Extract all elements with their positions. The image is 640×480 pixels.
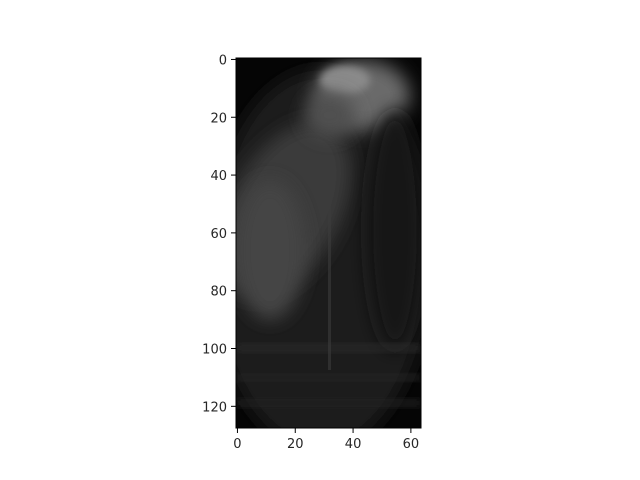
- y-tick-label: 0: [219, 53, 227, 68]
- y-tick-label: 40: [210, 169, 227, 184]
- heatmap-image: [192, 58, 430, 450]
- y-tick-label: 60: [210, 227, 227, 242]
- y-tick-label: 120: [202, 400, 227, 415]
- x-tick-label: 20: [287, 437, 304, 452]
- x-tick-label: 0: [233, 437, 241, 452]
- x-tick-label: 40: [345, 437, 362, 452]
- y-axis: 0 20 40 60 80 100 120: [202, 53, 236, 415]
- x-tick-label: 60: [403, 437, 420, 452]
- y-tick-label: 100: [202, 343, 227, 358]
- y-tick-label: 80: [210, 285, 227, 300]
- y-tick-label: 20: [210, 111, 227, 126]
- x-axis: 0 20 40 60: [233, 428, 419, 452]
